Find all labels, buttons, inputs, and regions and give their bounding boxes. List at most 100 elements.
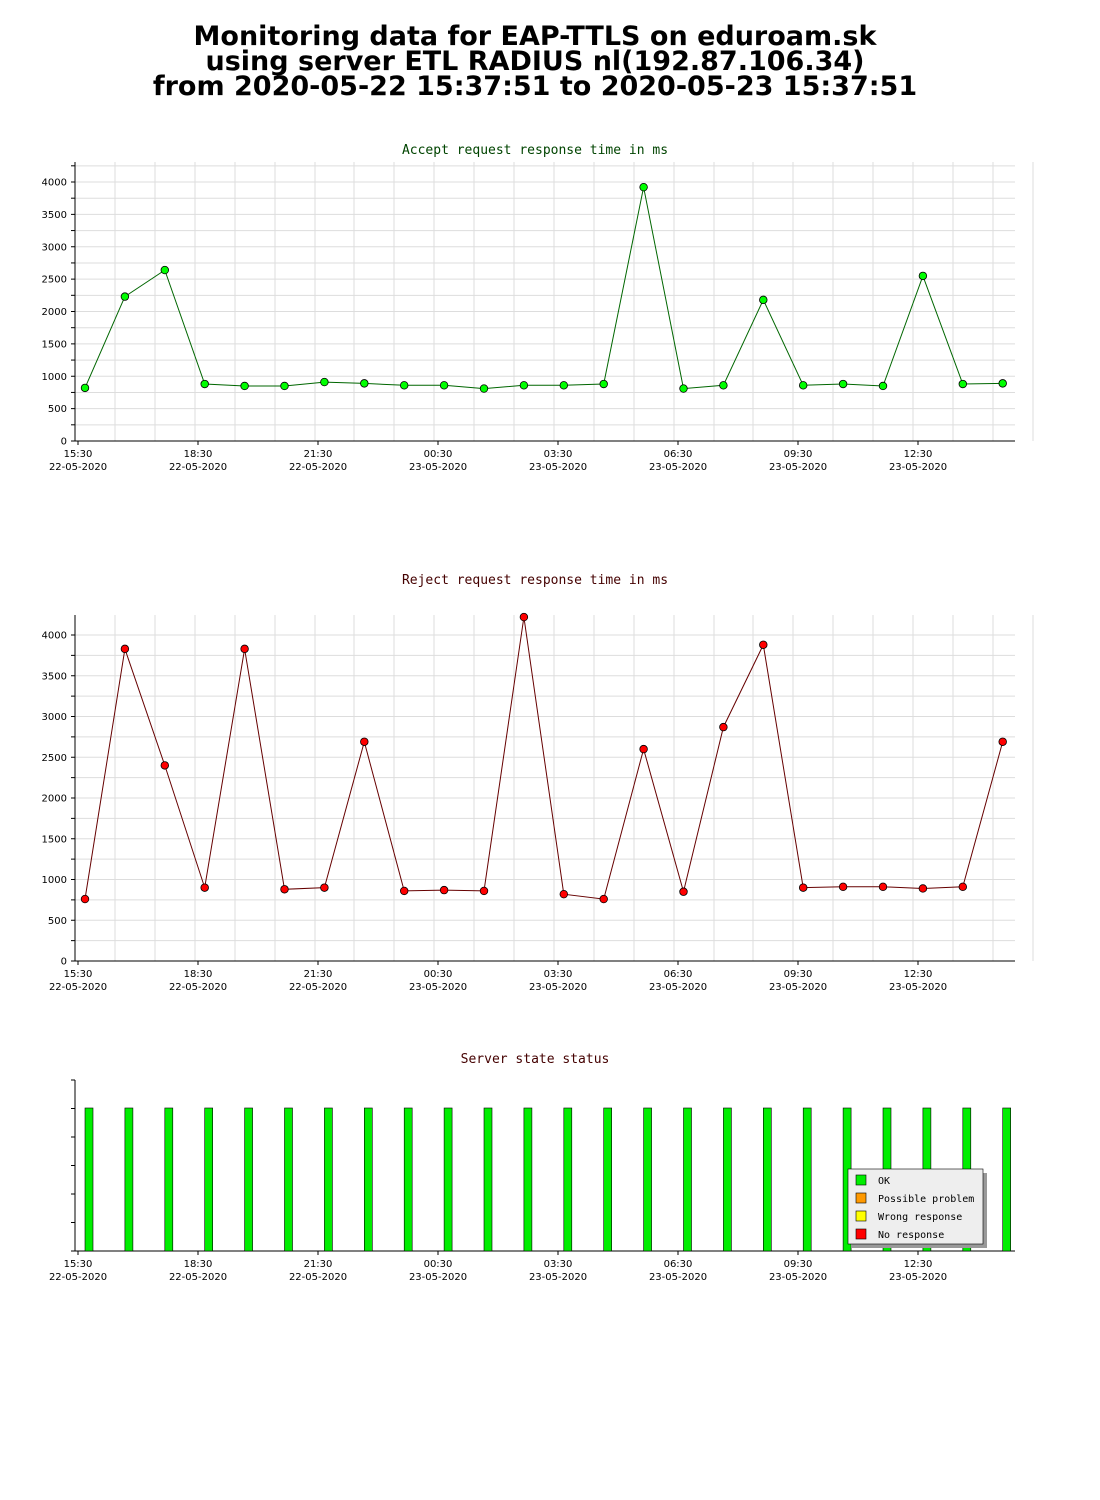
reject-y-tick-label: 2000 (42, 794, 67, 805)
accept-data-point (479, 384, 489, 393)
reject-data-point (759, 640, 768, 649)
status-x-tick-date: 23-05-2020 (409, 1272, 467, 1283)
accept-x-tick-date: 23-05-2020 (889, 462, 947, 473)
accept-y-tick-label: 4000 (42, 178, 67, 189)
status-x-tick-date: 22-05-2020 (49, 1272, 107, 1283)
reject-data-point (160, 761, 169, 770)
accept-y-tick-label: 0 (61, 437, 67, 448)
accept-chart-title: Accept request response time in ms (402, 143, 668, 158)
status-x-tick-date: 23-05-2020 (889, 1272, 947, 1283)
reject-data-point (240, 644, 249, 654)
accept-x-tick-time: 12:30 (904, 449, 933, 460)
reject-y-tick-label: 1500 (42, 834, 67, 845)
reject-data-point (120, 644, 130, 654)
reject-x-tick-time: 15:30 (64, 969, 93, 980)
accept-x-tick-date: 23-05-2020 (769, 462, 827, 473)
accept-x-tick-time: 21:30 (304, 449, 333, 460)
title-line-3: from 2020-05-22 15:37:51 to 2020-05-23 1… (152, 71, 918, 102)
accept-data-point (519, 381, 529, 390)
status-x-tick-date: 23-05-2020 (529, 1272, 587, 1283)
reject-data-point (320, 883, 329, 892)
accept-y-tick-label: 500 (48, 404, 67, 415)
status-x-tick-date: 23-05-2020 (649, 1272, 707, 1283)
status-x-tick-time: 21:30 (304, 1259, 333, 1270)
reject-data-point (958, 882, 967, 892)
reject-y-tick-label: 0 (61, 957, 67, 968)
reject-data-point (200, 883, 209, 892)
reject-series-line (84, 617, 1004, 900)
accept-x-tick-time: 03:30 (544, 449, 573, 460)
accept-data-point (838, 379, 848, 389)
reject-x-tick-date: 23-05-2020 (769, 982, 827, 993)
reject-data-point (519, 612, 529, 622)
status-bar (603, 1107, 613, 1252)
status-bar (363, 1107, 373, 1252)
reject-y-tick-label: 2500 (42, 753, 67, 764)
accept-data-point (799, 381, 808, 390)
accept-data-point (599, 379, 608, 389)
status-bar (443, 1107, 453, 1252)
reject-data-point (479, 886, 489, 896)
reject-y-tick-label: 3500 (42, 671, 67, 682)
reject-x-tick-date: 23-05-2020 (409, 982, 467, 993)
accept-y-tick-label: 3500 (42, 210, 67, 221)
accept-data-point (719, 381, 728, 390)
accept-data-point (958, 379, 967, 389)
accept-chart: 0 500 1000 1500 2000 2500 3000 3500 4000 15:30 22-… (42, 162, 1034, 473)
reject-data-point (439, 885, 449, 895)
legend-label: No response (878, 1230, 944, 1241)
status-bar (523, 1107, 533, 1252)
status-chart-title: Server state status (461, 1052, 610, 1067)
accept-x-tick-time: 00:30 (424, 449, 453, 460)
accept-data-point (240, 381, 249, 391)
accept-data-point (320, 377, 329, 387)
accept-data-point (918, 271, 928, 281)
accept-data-point (878, 381, 888, 391)
status-bar (84, 1107, 94, 1252)
accept-data-point (200, 379, 209, 389)
accept-data-point (998, 379, 1007, 388)
page-title: Monitoring data for EAP-TTLS on eduroam.… (0, 23, 1070, 102)
accept-x-tick-time: 15:30 (64, 449, 93, 460)
reject-x-tick-date: 23-05-2020 (529, 982, 587, 993)
reject-y-tick-label: 500 (48, 916, 67, 927)
status-bar (164, 1107, 174, 1252)
reject-x-tick-time: 03:30 (544, 969, 573, 980)
status-bar (762, 1107, 772, 1252)
reject-x-tick-date: 22-05-2020 (169, 982, 227, 993)
status-x-tick-date: 23-05-2020 (769, 1272, 827, 1283)
status-bar (284, 1107, 293, 1252)
reject-data-point (360, 737, 369, 746)
reject-data-point (878, 882, 888, 892)
reject-x-tick-time: 09:30 (784, 969, 813, 980)
reject-chart: 0 500 1000 1500 2000 2500 3000 3500 4000 15:30 22-… (42, 612, 1034, 993)
status-bar (204, 1107, 213, 1252)
accept-data-point (400, 381, 409, 390)
legend-swatch (855, 1192, 867, 1204)
reject-x-tick-time: 18:30 (184, 969, 213, 980)
accept-data-point (679, 384, 688, 393)
status-x-tick-time: 06:30 (664, 1259, 693, 1270)
accept-x-tick-date: 22-05-2020 (169, 462, 227, 473)
legend-box (847, 1168, 984, 1245)
accept-y-tick-label: 2000 (42, 307, 67, 318)
reject-x-tick-time: 00:30 (424, 969, 453, 980)
accept-data-point (160, 265, 169, 275)
reject-y-tick-label: 4000 (42, 631, 67, 642)
reject-data-point (918, 884, 928, 893)
reject-data-point (559, 889, 568, 899)
reject-data-point (998, 737, 1007, 746)
reject-data-point (400, 886, 409, 896)
reject-data-point (679, 887, 688, 896)
accept-x-tick-date: 23-05-2020 (649, 462, 707, 473)
status-bar (124, 1107, 134, 1252)
status-chart: 15:30 22-05-2020 18:30 22-05-2020 21:30 22-05… (49, 1079, 1015, 1283)
reject-data-point (719, 722, 728, 732)
accept-y-tick-label: 3000 (42, 242, 67, 253)
reject-x-tick-date: 22-05-2020 (289, 982, 347, 993)
reject-x-tick-time: 12:30 (904, 969, 933, 980)
status-bar (802, 1107, 812, 1252)
status-bar (723, 1107, 732, 1252)
reject-x-tick-date: 23-05-2020 (649, 982, 707, 993)
status-bar (244, 1107, 253, 1252)
